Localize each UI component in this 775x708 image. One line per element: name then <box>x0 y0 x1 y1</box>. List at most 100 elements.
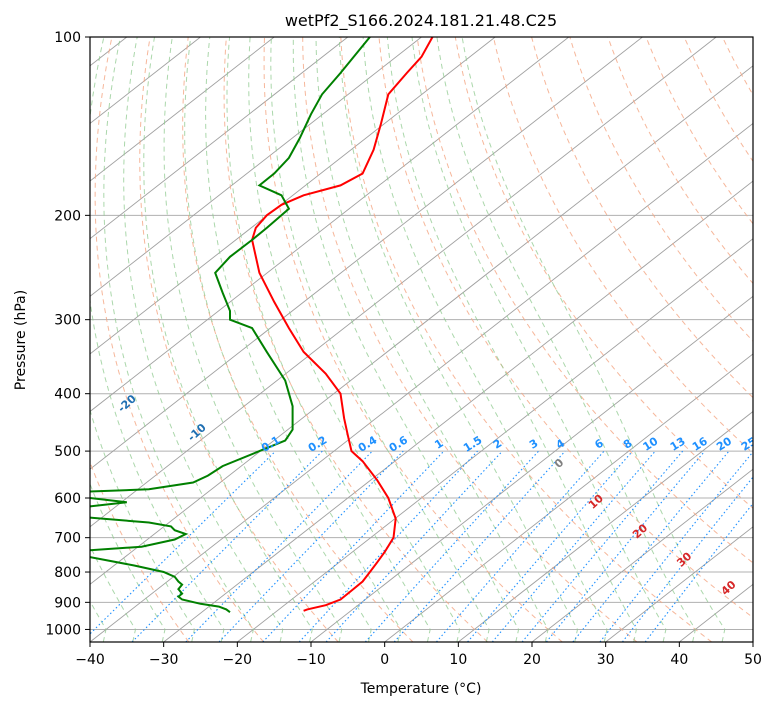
x-tick-label: 0 <box>380 652 389 668</box>
moist-adiabat-label: 10 <box>586 492 606 512</box>
dry-adiabat-line <box>378 37 753 619</box>
y-tick-label: 700 <box>54 531 81 547</box>
isotherm-line <box>90 37 349 240</box>
y-tick-label: 1000 <box>45 622 81 638</box>
mixing-ratio-label: 25 <box>739 435 759 454</box>
dry-adiabat-line <box>182 37 414 642</box>
dry-adiabat-line <box>139 37 339 642</box>
dry-adiabat-line <box>493 37 753 454</box>
y-tick-label: 900 <box>54 595 81 611</box>
moist-adiabat-line <box>411 37 667 642</box>
line-labels: 0.10.20.40.611.52346810131620253036-100-… <box>47 345 775 598</box>
dry-adiabat-line <box>223 37 488 642</box>
moist-adiabat-line <box>226 37 431 642</box>
dry-adiabat-line <box>761 37 775 642</box>
dry-adiabat-label: -20 <box>115 392 139 415</box>
moist-adiabat-line <box>386 37 637 642</box>
mixing-ratio-label: 8 <box>621 437 634 452</box>
isotherm-line <box>605 526 753 642</box>
isotherm-line <box>384 353 753 642</box>
dewpoint-profile-line <box>90 37 371 613</box>
moist-adiabat-line <box>362 37 608 642</box>
temperature-profile-line <box>251 37 434 612</box>
dry-adiabat-label: -10 <box>185 421 209 444</box>
isotherm-line <box>90 37 422 297</box>
dry-adiabat-line <box>94 37 264 642</box>
mixing-ratio-line <box>185 450 373 642</box>
dry-adiabat-line <box>340 37 713 642</box>
isotherm-line <box>90 37 496 355</box>
mixing-ratio-line <box>90 450 276 635</box>
mixing-ratio-line <box>467 450 634 642</box>
isotherm-line <box>458 410 753 642</box>
moist-adiabat-line <box>315 37 549 642</box>
mixing-ratio-line <box>621 476 753 642</box>
background-lines <box>90 37 775 642</box>
mixing-ratio-line <box>131 450 323 642</box>
x-tick-label: 10 <box>449 652 467 668</box>
isotherm-line <box>310 295 753 642</box>
moist-adiabat-label: 20 <box>630 521 650 541</box>
mixing-ratio-label: 4 <box>554 436 568 451</box>
mixing-ratio-label: 6 <box>593 436 607 451</box>
y-tick-label: 800 <box>54 565 81 581</box>
y-tick-label: 100 <box>54 30 81 46</box>
isotherm-line <box>90 37 570 413</box>
moist-adiabat-label: 30 <box>674 549 694 569</box>
dry-adiabat-line <box>607 37 753 285</box>
dry-adiabat-line <box>721 37 753 96</box>
mixing-ratio-line <box>599 451 753 642</box>
moist-adiabat-line <box>292 37 520 642</box>
dry-adiabat-line <box>683 37 753 163</box>
x-tick-label: −30 <box>149 652 179 668</box>
moist-adiabat-line <box>338 37 579 642</box>
dry-adiabat-line <box>569 37 753 342</box>
profile-series <box>90 37 434 613</box>
y-tick-label: 500 <box>54 444 81 460</box>
dry-adiabat-line <box>416 37 753 564</box>
moist-adiabat-line <box>436 37 696 642</box>
moist-adiabat-line <box>90 544 137 642</box>
plot-frame <box>89 36 754 643</box>
moist-adiabat-line <box>90 482 166 642</box>
isotherm-line <box>237 238 753 642</box>
x-tick-label: 50 <box>744 652 762 668</box>
mixing-ratio-line <box>545 450 706 642</box>
dry-adiabat-line <box>645 37 753 225</box>
y-tick-label: 600 <box>54 491 81 507</box>
moist-adiabat-line <box>205 37 402 642</box>
isotherm-line <box>163 180 753 642</box>
moist-adiabat-line <box>163 37 343 642</box>
isotherm-line <box>531 468 753 642</box>
mixing-ratio-line <box>644 502 753 642</box>
dry-adiabat-line <box>531 37 753 399</box>
mixing-ratio-line <box>435 450 605 642</box>
x-tick-label: 20 <box>523 652 541 668</box>
mixing-ratio-label: 30 <box>759 434 775 453</box>
isotherm-line <box>90 37 717 528</box>
moist-adiabat-line <box>90 37 225 642</box>
dry-adiabat-label: -30 <box>47 345 71 368</box>
y-tick-label: 300 <box>54 313 81 329</box>
mixing-ratio-line <box>218 450 404 642</box>
isotherm-line <box>90 65 753 585</box>
y-tick-label: 200 <box>54 208 81 224</box>
mixing-ratio-label: 2 <box>491 437 504 452</box>
axes: −40 −30 −20 −10 0 10 20 30 40 5010009008007006005… <box>45 30 762 668</box>
isotherm-line <box>90 37 201 124</box>
isotherm-line <box>752 641 753 642</box>
moist-adiabat-line <box>103 37 254 642</box>
mixing-ratio-label: 1 <box>432 437 445 452</box>
x-tick-label: −40 <box>75 652 105 668</box>
moist-adiabat-line <box>123 37 284 642</box>
moist-adiabat-label: 40 <box>719 578 739 598</box>
dry-adiabat-line <box>263 37 563 642</box>
moist-adiabat-line <box>270 37 490 642</box>
dry-adiabat-line <box>454 37 753 509</box>
isotherm-line <box>679 583 753 642</box>
x-axis-label: Temperature (°C) <box>360 681 482 697</box>
dry-adiabat-line <box>302 37 638 642</box>
mixing-ratio-line <box>521 450 684 642</box>
x-tick-label: −10 <box>296 652 326 668</box>
